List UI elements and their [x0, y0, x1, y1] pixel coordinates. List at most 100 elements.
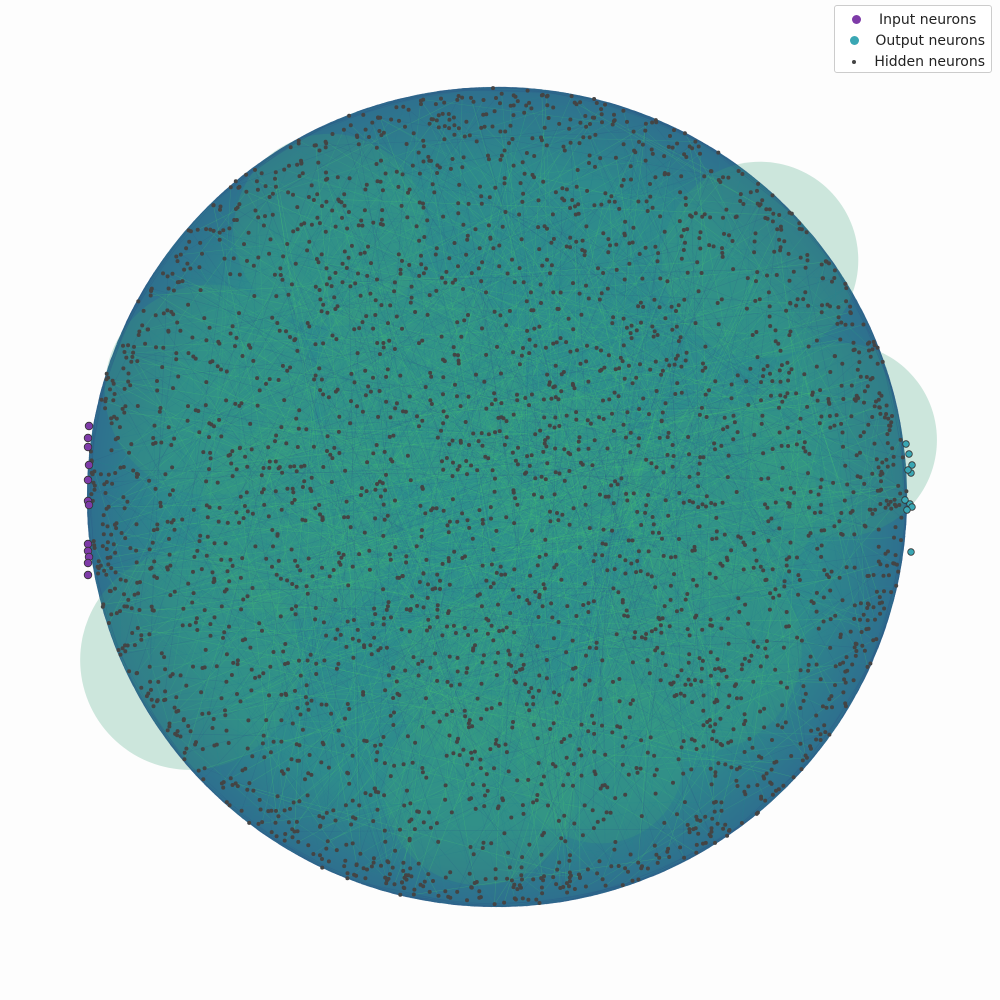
hidden-neuron — [712, 809, 717, 814]
hidden-neuron — [885, 563, 889, 568]
hidden-neuron — [818, 510, 823, 515]
hidden-neuron — [470, 724, 475, 729]
hidden-neuron — [554, 340, 559, 345]
hidden-neuron — [494, 570, 499, 575]
hidden-neuron — [657, 305, 662, 310]
hidden-neuron — [398, 373, 403, 378]
hidden-neuron — [666, 430, 671, 435]
hidden-neuron — [318, 388, 323, 393]
hidden-neuron — [801, 698, 806, 703]
hidden-neuron — [479, 716, 484, 721]
hidden-neuron — [327, 276, 332, 281]
hidden-neuron — [267, 465, 272, 470]
hidden-neuron — [641, 396, 646, 401]
input-neuron — [83, 433, 93, 443]
hidden-neuron — [814, 364, 819, 369]
hidden-neuron — [752, 432, 757, 437]
hidden-neuron — [521, 280, 526, 285]
hidden-neuron — [761, 568, 766, 573]
hidden-neuron — [787, 333, 792, 338]
hidden-neuron — [317, 503, 322, 507]
hidden-neuron — [843, 463, 848, 468]
hidden-neuron — [363, 393, 368, 398]
input-neurons — [83, 421, 94, 580]
hidden-neuron — [292, 497, 297, 502]
hidden-neuron — [486, 223, 491, 228]
hidden-neuron — [423, 266, 428, 271]
hidden-neuron — [644, 199, 649, 204]
hidden-neuron — [190, 335, 195, 340]
hidden-neuron — [172, 527, 177, 532]
hidden-neuron — [774, 759, 779, 764]
hidden-neuron — [503, 742, 508, 747]
hidden-neuron — [455, 320, 460, 325]
hidden-neuron — [802, 440, 807, 445]
hidden-neuron — [780, 399, 785, 404]
hidden-neuron — [295, 564, 300, 569]
hidden-neuron — [598, 156, 603, 161]
hidden-neuron — [297, 743, 302, 748]
hidden-neuron — [320, 565, 324, 570]
hidden-neuron — [535, 644, 540, 649]
hidden-neuron — [345, 871, 350, 876]
hidden-neuron — [420, 766, 425, 770]
hidden-neuron — [130, 631, 135, 635]
hidden-neuron — [336, 728, 341, 733]
hidden-neuron — [820, 276, 825, 281]
hidden-neuron — [434, 288, 439, 293]
hidden-neuron — [132, 643, 137, 648]
hidden-neuron — [147, 632, 152, 637]
hidden-neuron — [330, 132, 335, 136]
hidden-neuron — [407, 187, 412, 192]
hidden-neuron — [848, 629, 853, 634]
hidden-neuron — [243, 637, 248, 642]
hidden-neuron — [826, 400, 831, 405]
hidden-neuron — [347, 707, 352, 711]
hidden-neuron — [214, 664, 219, 669]
hidden-neuron — [649, 629, 654, 634]
hidden-neuron — [221, 635, 225, 640]
hidden-neuron — [391, 696, 396, 700]
hidden-neuron — [611, 315, 616, 320]
hidden-neuron — [240, 354, 245, 358]
output-neurons — [901, 440, 916, 556]
hidden-neuron — [748, 366, 753, 371]
hidden-neuron — [294, 416, 299, 421]
hidden-neuron — [620, 598, 625, 602]
hidden-neuron — [634, 570, 639, 575]
hidden-neuron — [752, 250, 757, 255]
hidden-neuron — [521, 811, 526, 816]
hidden-neuron — [188, 729, 193, 734]
hidden-neuron — [227, 226, 232, 231]
hidden-neuron — [106, 621, 111, 625]
hidden-neuron — [259, 171, 264, 176]
hidden-neuron — [136, 299, 141, 304]
hidden-neuron — [531, 877, 536, 882]
hidden-neuron — [385, 604, 390, 609]
hidden-neuron — [727, 693, 732, 698]
hidden-neuron — [712, 441, 717, 446]
hidden-neuron — [533, 432, 538, 437]
hidden-neuron — [131, 350, 136, 355]
hidden-neuron — [645, 572, 650, 577]
hidden-neuron — [357, 326, 362, 331]
hidden-neuron — [834, 413, 839, 418]
hidden-neuron — [346, 515, 350, 520]
hidden-neuron — [428, 398, 433, 403]
hidden-neuron — [109, 612, 114, 617]
hidden-neuron — [652, 843, 657, 848]
hidden-neuron — [395, 575, 400, 580]
hidden-neuron — [511, 350, 516, 355]
hidden-neuron — [320, 517, 325, 522]
hidden-neuron — [153, 440, 158, 445]
hidden-neuron — [783, 720, 788, 725]
hidden-neuron — [373, 516, 378, 521]
hidden-neuron — [139, 685, 144, 690]
hidden-neuron — [686, 677, 691, 682]
hidden-neuron — [295, 829, 300, 834]
hidden-neuron — [582, 485, 587, 490]
hidden-neuron — [404, 560, 409, 565]
hidden-neuron — [858, 434, 863, 439]
hidden-neuron — [551, 236, 556, 241]
hidden-neuron — [211, 717, 216, 721]
